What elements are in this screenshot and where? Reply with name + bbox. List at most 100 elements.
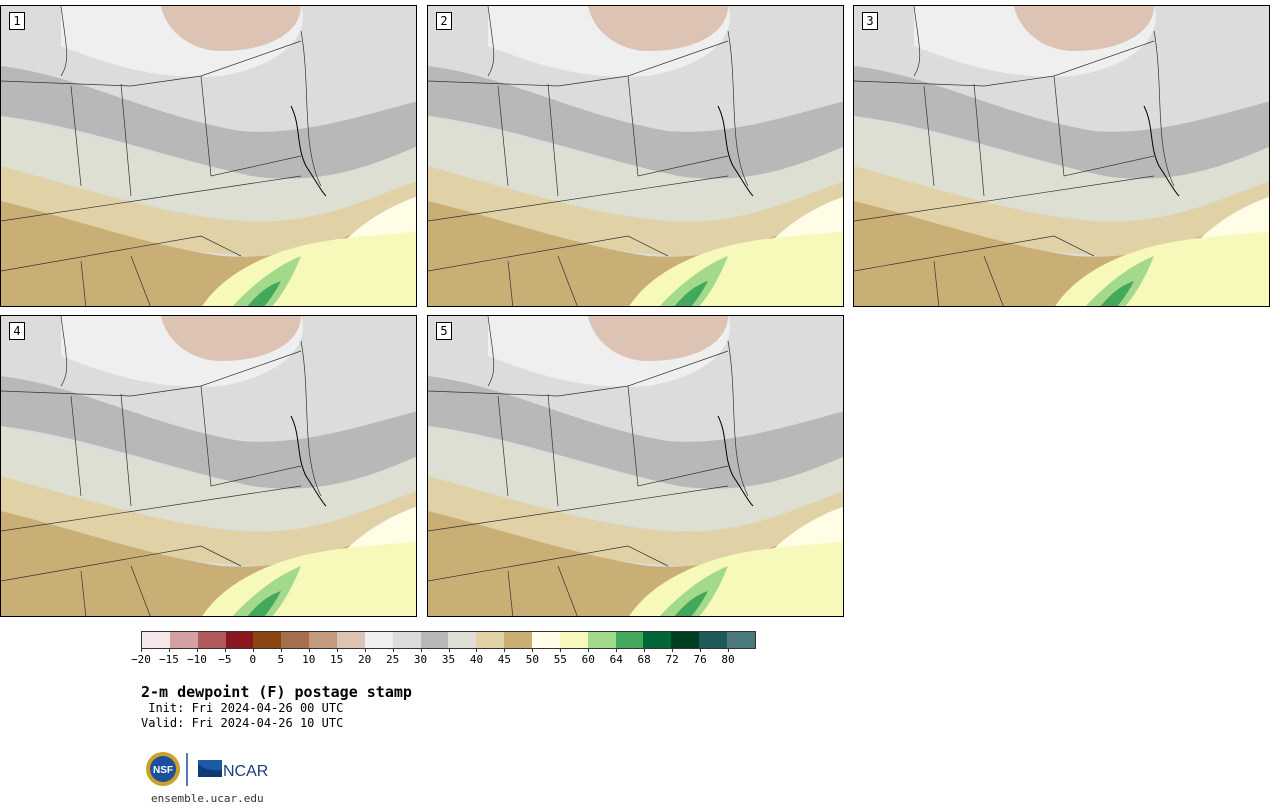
colorbar-tick-label: 60 [581,653,595,666]
state-border [487,316,495,387]
colorbar [141,631,756,649]
colorbar-tick-label: 80 [721,653,735,666]
state-border [1,350,302,397]
colorbar-tick-label: 35 [441,653,456,666]
state-border [727,30,749,187]
panel-number: 1 [9,12,25,30]
colorbar-tick-label: 50 [525,653,539,666]
colorbar-tick-mark [224,648,226,652]
state-border [627,75,729,177]
colorbar-segment [142,632,170,648]
state-border [923,85,935,187]
dewpoint-band [674,591,708,616]
panel-number: 2 [436,12,452,30]
colorbar-segment [615,632,644,648]
dewpoint-band [161,316,301,361]
colorbar-segment [699,632,728,648]
state-border [487,6,495,77]
dewpoint-band [428,376,843,491]
state-border [300,340,322,497]
coastline [1143,105,1180,197]
colorbar-segment [476,632,505,648]
stamp-panel-4: 4 [0,315,417,617]
colorbar-tick-mark [616,648,618,652]
colorbar-segment [392,632,421,648]
stamp-panel-5: 5 [427,315,844,617]
state-border [627,385,729,487]
colorbar-segment [337,632,365,648]
colorbar-segment [169,632,198,648]
coastline [290,415,327,507]
state-border [428,235,669,272]
state-border [547,83,559,197]
colorbar-segment [643,632,672,648]
panel-number: 5 [436,322,452,340]
colorbar-tick-mark [168,648,170,652]
state-border [428,175,729,222]
dewpoint-band [588,316,728,361]
state-border [120,393,132,507]
colorbar-ticks: −20 −15 −10 −5 0 5 10 15 20 25 30 35 40 45 50 55 60 64 68 7… [131,648,756,668]
dewpoint-map [854,6,1269,306]
colorbar-tick-mark [196,648,198,652]
state-border [70,395,82,497]
dewpoint-band [588,6,728,51]
state-border [130,255,151,306]
colorbar-tick-label: 40 [469,653,484,666]
dewpoint-band [659,256,728,306]
colorbar-tick-label: 68 [637,653,651,666]
state-border [973,83,985,197]
colorbar-tick-mark [252,648,254,652]
state-border [854,235,1095,272]
init-time: Init: Fri 2024-04-26 00 UTC [141,701,344,715]
state-border [428,350,729,397]
colorbar-tick-label: 5 [277,653,285,666]
state-border [547,393,559,507]
valid-time: Valid: Fri 2024-04-26 10 UTC [141,716,344,730]
state-border [913,6,921,77]
colorbar-tick-mark [141,648,142,652]
state-border [933,260,940,306]
state-border [1,40,302,87]
colorbar-segment [253,632,282,648]
state-border [300,30,322,187]
colorbar-tick-label: 20 [358,653,372,666]
colorbar-segment [504,632,533,648]
state-border [497,395,509,497]
dewpoint-band [428,66,843,181]
state-border [1,485,302,532]
ncar-logo-text: NCAR [223,763,268,780]
stamp-panel-2: 2 [427,5,844,307]
state-border [1,175,302,222]
colorbar-tick-mark [364,648,366,652]
dewpoint-band [1100,281,1134,306]
colorbar-tick-label: 55 [553,653,567,666]
colorbar-tick-mark [420,648,422,652]
state-border [120,83,132,197]
colorbar-tick-label: 76 [693,653,707,666]
stamp-panel-3: 3 [853,5,1270,307]
colorbar-tick-label: 45 [497,653,512,666]
colorbar-segment [197,632,226,648]
panel-number: 4 [9,322,25,340]
dewpoint-band [1014,6,1154,51]
state-border [983,255,1004,306]
colorbar-tick-mark [280,648,282,652]
state-border [497,85,509,187]
colorbar-tick-mark [336,648,338,652]
state-border [1,235,242,272]
dewpoint-band [854,66,1269,181]
coastline [717,415,754,507]
colorbar-segment [559,632,588,648]
nsf-logo-icon: NSF [146,752,180,786]
colorbar-tick-mark [644,648,646,652]
ncar-logo-icon: NCAR [198,760,268,780]
colorbar-tick-mark [672,648,674,652]
state-border [727,340,749,497]
state-border [557,255,578,306]
dewpoint-map [428,6,843,306]
dewpoint-band [247,591,281,616]
state-border [80,570,87,616]
colorbar-tick-mark [700,648,702,652]
colorbar-tick-mark [588,648,590,652]
